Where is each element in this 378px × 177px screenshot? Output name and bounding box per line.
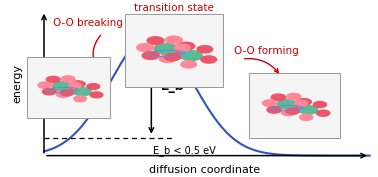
Circle shape [287, 93, 301, 100]
Circle shape [181, 61, 197, 68]
Circle shape [300, 114, 313, 120]
Circle shape [178, 42, 195, 50]
Circle shape [137, 44, 154, 51]
Circle shape [46, 76, 60, 83]
Text: transition state: transition state [134, 2, 214, 13]
Circle shape [71, 81, 85, 87]
Circle shape [316, 110, 330, 116]
Circle shape [154, 44, 178, 55]
Circle shape [271, 94, 285, 101]
Circle shape [159, 55, 176, 62]
Circle shape [286, 108, 299, 114]
Circle shape [201, 56, 217, 63]
Circle shape [90, 92, 103, 98]
Circle shape [52, 82, 72, 91]
Circle shape [38, 82, 52, 88]
Circle shape [164, 53, 180, 61]
Circle shape [313, 102, 327, 108]
Circle shape [74, 96, 87, 102]
Circle shape [87, 84, 100, 89]
Text: O-O breaking: O-O breaking [53, 18, 123, 28]
Circle shape [60, 90, 73, 96]
Circle shape [267, 107, 281, 113]
Circle shape [61, 76, 75, 82]
Circle shape [175, 51, 192, 58]
Circle shape [142, 52, 159, 59]
Text: diffusion coordinate: diffusion coordinate [149, 165, 260, 175]
Text: energy: energy [12, 64, 23, 103]
Circle shape [56, 91, 70, 97]
Text: O-O forming: O-O forming [234, 46, 299, 56]
Circle shape [297, 99, 311, 105]
Circle shape [181, 51, 202, 61]
FancyBboxPatch shape [249, 73, 340, 138]
Circle shape [147, 37, 164, 44]
FancyBboxPatch shape [27, 57, 110, 118]
Circle shape [295, 106, 309, 112]
Circle shape [277, 100, 297, 109]
Circle shape [165, 36, 182, 44]
Circle shape [197, 46, 213, 53]
Circle shape [262, 100, 277, 106]
Circle shape [175, 44, 190, 51]
Circle shape [299, 106, 318, 114]
Circle shape [74, 88, 91, 96]
FancyBboxPatch shape [125, 14, 223, 87]
Text: E_b: E_b [161, 80, 184, 93]
Circle shape [282, 109, 296, 116]
Circle shape [69, 88, 83, 94]
Circle shape [42, 88, 56, 95]
Text: E_b < 0.5 eV: E_b < 0.5 eV [153, 145, 216, 156]
Circle shape [294, 100, 308, 106]
Circle shape [69, 82, 82, 88]
